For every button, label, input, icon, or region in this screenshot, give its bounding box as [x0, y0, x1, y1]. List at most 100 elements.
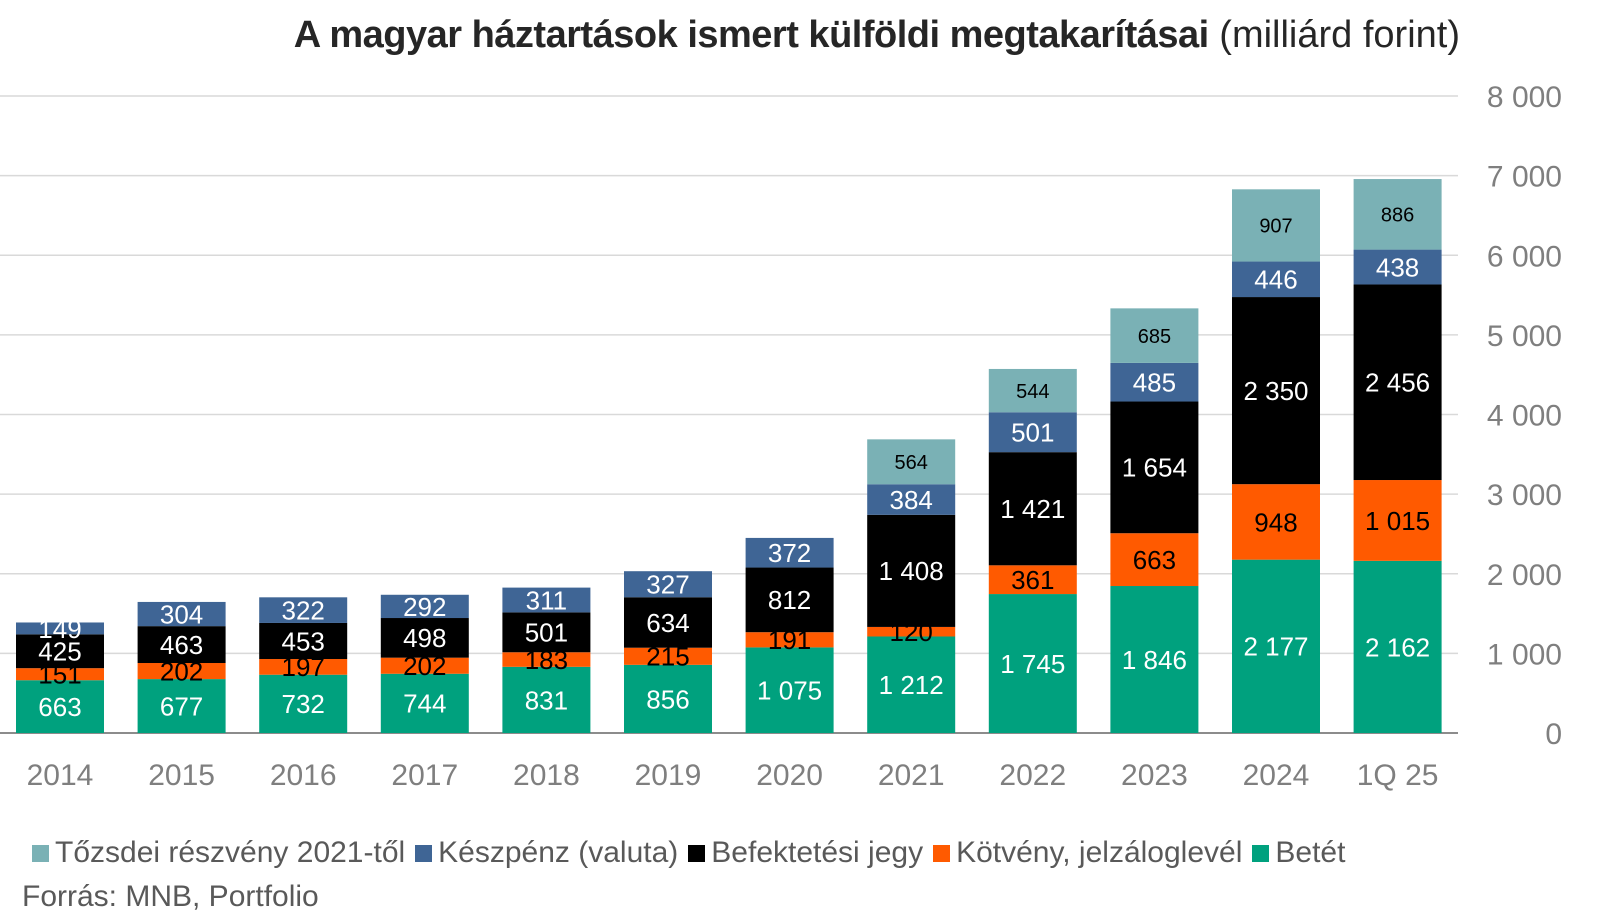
data-label: 1 654: [1122, 453, 1187, 483]
data-label: 1 846: [1122, 645, 1187, 675]
data-label: 1 212: [879, 670, 944, 700]
bar-segment: [867, 626, 956, 637]
stacked-bar-chart: 6631514251496772024633047321974533227442…: [0, 81, 1562, 792]
bar-segment: [745, 537, 834, 568]
data-label: 564: [895, 452, 928, 474]
legend-label: Készpénz (valuta): [438, 836, 679, 869]
bar-segment: [1353, 179, 1442, 250]
legend-entry: Kötvény, jelzáloglevél: [933, 836, 1242, 870]
data-label: 685: [1138, 326, 1171, 348]
data-label: 677: [160, 691, 203, 721]
data-label: 1 075: [757, 676, 822, 706]
bar-segment: [1232, 484, 1320, 560]
data-label: 372: [768, 538, 811, 568]
data-label: 501: [1011, 418, 1054, 448]
x-tick-label: 1Q 25: [1357, 759, 1439, 792]
data-label: 425: [38, 637, 81, 667]
bar-segment: [988, 594, 1077, 733]
bar-segment: [1353, 560, 1442, 733]
legend-entry: Készpénz (valuta): [415, 836, 678, 870]
x-tick-label: 2021: [878, 759, 945, 792]
legend-label: Tőzsdei részvény 2021-től: [55, 836, 406, 869]
data-label: 304: [160, 599, 203, 629]
data-label: 322: [282, 595, 325, 625]
legend-swatch: [1252, 844, 1270, 862]
y-tick-label: 8 000: [1487, 81, 1562, 114]
data-label: 498: [403, 623, 446, 653]
data-label: 856: [646, 684, 689, 714]
legend-entry: Tőzsdei részvény 2021-től: [32, 836, 405, 870]
bar-segment: [988, 412, 1077, 453]
data-label: 831: [525, 685, 568, 715]
data-label: 907: [1259, 216, 1292, 238]
data-label: 948: [1254, 507, 1297, 537]
data-label: 453: [282, 626, 325, 656]
bar-segment: [1110, 401, 1199, 534]
bar-segment: [16, 634, 104, 669]
y-tick-label: 7 000: [1487, 161, 1562, 194]
bar-segment: [137, 601, 226, 627]
data-label: 1 408: [879, 556, 944, 586]
x-tick-label: 2016: [270, 759, 337, 792]
bar-segment: [1232, 297, 1320, 485]
bar-segment: [16, 622, 104, 635]
bar-segment: [137, 626, 226, 664]
data-label: 384: [890, 485, 933, 515]
y-tick-label: 1 000: [1487, 638, 1562, 671]
data-label: 2 456: [1365, 368, 1430, 398]
data-label: 1 421: [1000, 494, 1065, 524]
bar-segment: [259, 597, 348, 623]
x-tick-label: 2022: [999, 759, 1066, 792]
bar-segment: [1232, 261, 1320, 298]
data-label: 327: [646, 570, 689, 600]
data-label: 2 162: [1365, 632, 1430, 662]
bar-segment: [624, 664, 712, 733]
data-label: 361: [1011, 565, 1054, 595]
bar-segment: [1353, 249, 1442, 285]
bar-segment: [1232, 189, 1320, 262]
chart-title: A magyar háztartások ismert külföldi meg…: [0, 14, 1460, 57]
legend-swatch: [415, 844, 433, 862]
y-axis-tick-labels: 0 1 000 2 000 3 000 4 000 5 000 6 000 7 000 8 00…: [1487, 81, 1562, 751]
bar-segment: [867, 514, 956, 627]
grid-lines: [0, 95, 1458, 734]
bar-segment: [380, 594, 469, 619]
bar-segment: [745, 632, 834, 648]
bar-segment: [988, 452, 1077, 566]
data-label: 744: [403, 689, 446, 719]
x-tick-label: 2024: [1243, 759, 1310, 792]
legend: Tőzsdei részvény 2021-től Készpénz (valut…: [32, 836, 1345, 870]
data-label: 438: [1376, 252, 1419, 282]
bar-segment: [867, 439, 956, 485]
data-label: 311: [526, 585, 567, 615]
data-label: 663: [38, 692, 81, 722]
bar-segment: [502, 612, 591, 653]
legend-entry: Betét: [1252, 836, 1345, 870]
bar-segment: [1110, 308, 1199, 363]
data-label: 544: [1016, 381, 1049, 403]
data-label: 1 015: [1365, 506, 1430, 536]
chart-title-unit: (milliárd forint): [1219, 14, 1460, 56]
chart-title-main: A magyar háztartások ismert külföldi meg…: [293, 14, 1210, 56]
bar-segment: [1353, 480, 1442, 561]
y-tick-label: 0: [1545, 718, 1562, 751]
y-tick-label: 4 000: [1487, 400, 1562, 433]
bar-segment: [16, 680, 104, 733]
x-axis-tick-labels: 2014 2015 2016 2017 2018 2019 2020 2021 2022 2023…: [27, 759, 1439, 792]
data-label: 2 350: [1243, 376, 1308, 406]
bar-segment: [988, 368, 1077, 413]
data-label: 446: [1254, 265, 1297, 295]
x-tick-label: 2014: [27, 759, 94, 792]
bar-segment: [259, 659, 348, 675]
data-label: 732: [282, 689, 325, 719]
data-label: 149: [38, 614, 81, 644]
data-label: 292: [403, 592, 446, 622]
data-label: 2 177: [1243, 632, 1308, 662]
bar-segment: [380, 657, 469, 674]
x-tick-label: 2020: [756, 759, 823, 792]
bar-segment: [502, 587, 591, 613]
data-label: 1 745: [1000, 649, 1065, 679]
x-tick-label: 2019: [635, 759, 702, 792]
bar-segment: [867, 636, 956, 733]
bar-segment: [867, 484, 956, 515]
